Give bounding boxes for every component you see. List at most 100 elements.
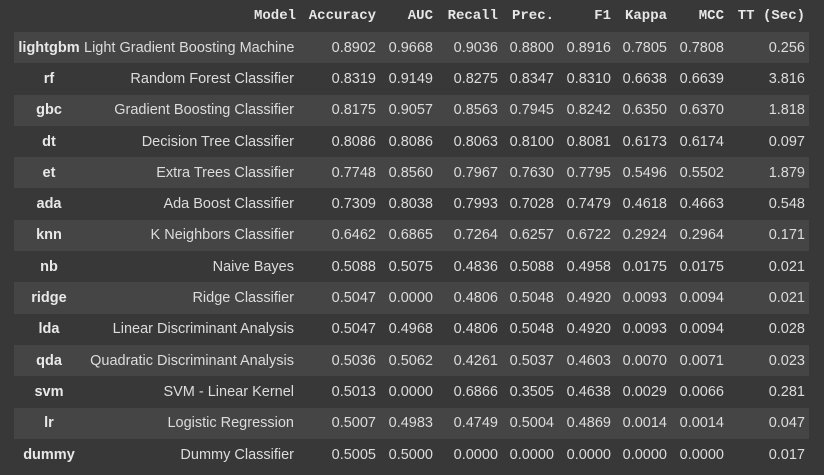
table-row: lda Linear Discriminant Analysis 0.5047 0.4… xyxy=(14,313,809,345)
cell-precision: 0.5048 xyxy=(509,321,554,338)
cell-f1: 0.0000 xyxy=(566,446,611,463)
cell-f1: 0.7795 xyxy=(566,164,611,181)
cell-f1: 0.8242 xyxy=(566,102,611,119)
cell-kappa: 0.0000 xyxy=(622,446,667,463)
cell-mcc: 0.4663 xyxy=(679,196,724,213)
row-index: qda xyxy=(36,352,62,369)
cell-auc: 0.4968 xyxy=(388,321,433,338)
cell-accuracy: 0.6462 xyxy=(331,227,376,244)
cell-model: Extra Trees Classifier xyxy=(156,164,294,181)
row-index: gbc xyxy=(36,102,62,119)
cell-model: Naive Bayes xyxy=(212,258,294,275)
cell-f1: 0.4603 xyxy=(566,352,611,369)
cell-training-time: 0.021 xyxy=(768,290,805,307)
cell-mcc: 0.0014 xyxy=(679,415,724,432)
table-row: knn K Neighbors Classifier 0.6462 0.6865 0.7… xyxy=(14,219,809,252)
cell-recall: 0.4806 xyxy=(453,290,498,307)
cell-f1: 0.4869 xyxy=(566,415,611,432)
cell-recall: 0.8563 xyxy=(453,102,498,119)
cell-f1: 0.8916 xyxy=(566,39,611,56)
cell-accuracy: 0.7748 xyxy=(331,164,376,181)
table-row: dt Decision Tree Classifier 0.8086 0.8086 0.… xyxy=(14,125,809,158)
cell-precision: 0.7028 xyxy=(509,196,554,213)
cell-f1: 0.4638 xyxy=(566,383,611,400)
cell-auc: 0.6865 xyxy=(388,227,433,244)
column-header-recall: Recall xyxy=(447,8,498,24)
cell-kappa: 0.2924 xyxy=(622,227,667,244)
table-row: ridge Ridge Classifier 0.5047 0.0000 0.4806 0… xyxy=(14,282,809,314)
cell-accuracy: 0.5007 xyxy=(331,415,376,432)
cell-auc: 0.8038 xyxy=(388,196,433,213)
cell-f1: 0.4958 xyxy=(566,258,611,275)
cell-kappa: 0.0093 xyxy=(622,321,667,338)
cell-training-time: 0.021 xyxy=(768,258,805,275)
row-index: knn xyxy=(36,227,62,244)
cell-kappa: 0.6638 xyxy=(622,70,667,87)
cell-mcc: 0.6174 xyxy=(679,133,724,150)
cell-kappa: 0.6350 xyxy=(622,102,667,119)
cell-accuracy: 0.8902 xyxy=(331,39,376,56)
cell-precision: 0.8100 xyxy=(509,133,554,150)
cell-model: Linear Discriminant Analysis xyxy=(112,321,294,338)
column-header-index xyxy=(14,0,84,32)
cell-auc: 0.0000 xyxy=(388,383,433,400)
cell-precision: 0.0000 xyxy=(509,446,554,463)
table-row: ada Ada Boost Classifier 0.7309 0.8038 0.799… xyxy=(14,188,809,220)
cell-training-time: 3.816 xyxy=(768,70,805,87)
cell-training-time: 0.017 xyxy=(768,446,805,463)
cell-kappa: 0.7805 xyxy=(622,39,667,56)
column-header-mcc: MCC xyxy=(698,8,724,24)
cell-model: Ridge Classifier xyxy=(192,290,294,307)
cell-f1: 0.4920 xyxy=(566,321,611,338)
table-row: lr Logistic Regression 0.5007 0.4983 0.4749 0… xyxy=(14,407,809,439)
cell-accuracy: 0.7309 xyxy=(331,196,376,213)
cell-accuracy: 0.5047 xyxy=(331,321,376,338)
row-index: lr xyxy=(44,415,54,432)
cell-accuracy: 0.8175 xyxy=(331,102,376,119)
cell-kappa: 0.4618 xyxy=(622,196,667,213)
cell-mcc: 0.0071 xyxy=(679,352,724,369)
table-row: qda Quadratic Discriminant Analysis 0.5036… xyxy=(14,344,809,377)
cell-precision: 0.5004 xyxy=(509,415,554,432)
row-index: rf xyxy=(43,70,55,87)
model-comparison-table: Model Accuracy AUC Recall Prec. F1 Kappa… xyxy=(14,0,809,471)
cell-training-time: 1.879 xyxy=(768,164,805,181)
cell-f1: 0.6722 xyxy=(566,227,611,244)
row-index: dummy xyxy=(23,446,75,463)
row-index: ada xyxy=(36,196,62,213)
cell-training-time: 1.818 xyxy=(768,102,805,119)
cell-auc: 0.0000 xyxy=(388,290,433,307)
cell-precision: 0.7630 xyxy=(509,164,554,181)
table-row: svm SVM - Linear Kernel 0.5013 0.0000 0.6866… xyxy=(14,376,809,408)
cell-f1: 0.7479 xyxy=(566,196,611,213)
cell-kappa: 0.0014 xyxy=(622,415,667,432)
cell-model: Gradient Boosting Classifier xyxy=(114,102,294,119)
table-row: lightgbm Light Gradient Boosting Machine 0… xyxy=(14,32,809,64)
row-index: et xyxy=(42,164,56,181)
cell-model: Decision Tree Classifier xyxy=(141,133,294,150)
cell-precision: 0.8800 xyxy=(509,39,554,56)
cell-precision: 0.5088 xyxy=(509,258,554,275)
cell-precision: 0.7945 xyxy=(509,102,554,119)
cell-kappa: 0.0093 xyxy=(622,290,667,307)
cell-recall: 0.4806 xyxy=(453,321,498,338)
cell-precision: 0.8347 xyxy=(509,70,554,87)
row-index: dt xyxy=(42,133,56,150)
table-row: gbc Gradient Boosting Classifier 0.8175 0.9… xyxy=(14,94,809,126)
cell-auc: 0.9149 xyxy=(388,70,433,87)
row-index: ridge xyxy=(31,290,67,307)
cell-precision: 0.3505 xyxy=(509,383,554,400)
cell-accuracy: 0.5036 xyxy=(331,352,376,369)
cell-model: Random Forest Classifier xyxy=(130,70,294,87)
cell-auc: 0.9668 xyxy=(388,39,433,56)
cell-mcc: 0.0066 xyxy=(679,383,724,400)
cell-recall: 0.7967 xyxy=(453,164,498,181)
cell-training-time: 0.023 xyxy=(768,352,805,369)
cell-training-time: 0.028 xyxy=(768,321,805,338)
cell-mcc: 0.2964 xyxy=(679,227,724,244)
table-body: lightgbm Light Gradient Boosting Machine 0… xyxy=(14,32,809,471)
row-index: lightgbm xyxy=(18,39,80,56)
cell-kappa: 0.5496 xyxy=(622,164,667,181)
column-header-auc: AUC xyxy=(407,8,433,24)
row-index: nb xyxy=(40,258,58,275)
